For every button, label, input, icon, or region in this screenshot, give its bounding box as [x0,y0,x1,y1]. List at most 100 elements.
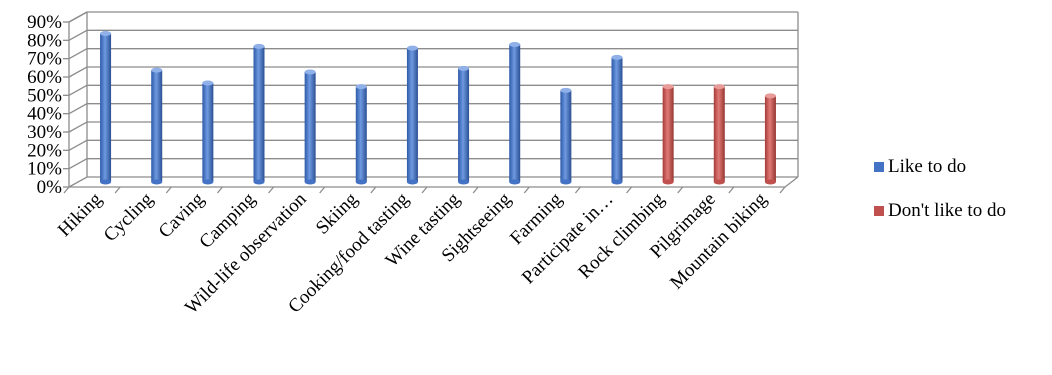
gridline [68,29,798,41]
gridline [68,103,798,115]
bar [355,84,367,185]
bar [764,93,776,185]
legend-label-like: Like to do [888,156,967,177]
x-tick-mark [677,186,684,194]
y-tick-label: 90% [27,12,62,33]
y-tick-label: 20% [27,140,62,161]
y-axis-ticks: 0%10%20%30%40%50%60%70%80%90% [27,12,69,198]
bar-body [713,86,725,182]
legend-item-dislike: Don't like to do [874,199,1052,223]
x-tick-mark [574,186,581,194]
bar [560,87,572,185]
bar-cap [355,84,367,90]
bar-body [560,90,572,182]
x-tick-mark [63,186,70,194]
y-tick-label: 30% [27,122,62,143]
gridline [68,48,798,60]
x-tick-mark [421,186,428,194]
x-tick-mark [626,186,633,194]
bar-base [202,179,214,185]
bar-body [509,44,521,182]
bar-base [764,179,776,185]
bar-cap [151,67,163,73]
bar [406,45,418,185]
bar-base [151,179,163,185]
x-tick-mark [114,186,121,194]
bar-base [662,179,674,185]
bar-base [458,179,470,185]
x-tick-mark [472,186,479,194]
bar [713,84,725,185]
legend: Like to do Don't like to do [874,155,1052,243]
y-tick-label: 10% [27,159,62,180]
plot-frame [68,11,799,188]
y-tick-label: 0% [37,177,63,198]
y-tick-label: 40% [27,104,62,125]
bar-body [611,57,623,183]
gridline [68,158,798,170]
bar-base [406,179,418,185]
bar-body [151,70,163,182]
bar-cap [611,54,623,60]
bar-base [713,179,725,185]
bar-base [253,179,265,185]
legend-swatch-dislike [874,206,884,216]
bar [202,80,214,185]
bar-body [253,46,265,183]
x-tick-mark [370,186,377,194]
bar [151,67,163,185]
legend-swatch-like [874,162,884,172]
bar-body [458,68,470,182]
bar-cap [202,80,214,86]
bar-body [355,86,367,182]
legend-label-dislike: Don't like to do [888,200,1006,221]
y-tick-label: 60% [27,67,62,88]
bar [458,65,470,185]
bar [611,54,623,185]
y-tick-label: 70% [27,49,62,70]
bar [253,43,265,185]
x-tick-mark [268,186,275,194]
bar [100,31,112,185]
bar-cap [100,31,112,36]
bar-base [611,179,623,185]
bar-base [560,179,572,185]
bar-base [509,179,521,185]
bar-cap [253,43,265,49]
bar-cap [406,45,418,51]
gridline [68,176,798,188]
bar-base [100,179,112,185]
bar-cap [304,69,316,75]
bars [100,31,776,185]
bar [304,69,316,185]
bar [662,84,674,185]
bar-cap [764,93,776,99]
bar-cap [713,84,725,90]
x-tick-mark [165,186,172,194]
gridline [68,139,798,151]
bar-body [662,86,674,182]
bar-base [304,179,316,185]
bar-cap [662,84,674,90]
bar-body [764,95,776,182]
bar-base [355,179,367,185]
x-category-label: Cycling [100,188,158,246]
y-tick-label: 50% [27,85,62,106]
gridlines [68,11,798,188]
bar-body [202,83,214,182]
x-tick-mark [728,186,735,194]
bar-body [304,72,316,182]
gridline [68,11,798,23]
bar-cap [560,87,572,93]
gridline [68,66,798,78]
y-tick-label: 80% [27,30,62,51]
x-tick-mark [779,186,786,194]
gridline [68,84,798,96]
bar-cap [509,42,521,47]
floor-front-edge [69,176,799,188]
legend-item-like: Like to do [874,155,1052,179]
bar-body [100,33,112,182]
bar-cap [458,65,470,71]
